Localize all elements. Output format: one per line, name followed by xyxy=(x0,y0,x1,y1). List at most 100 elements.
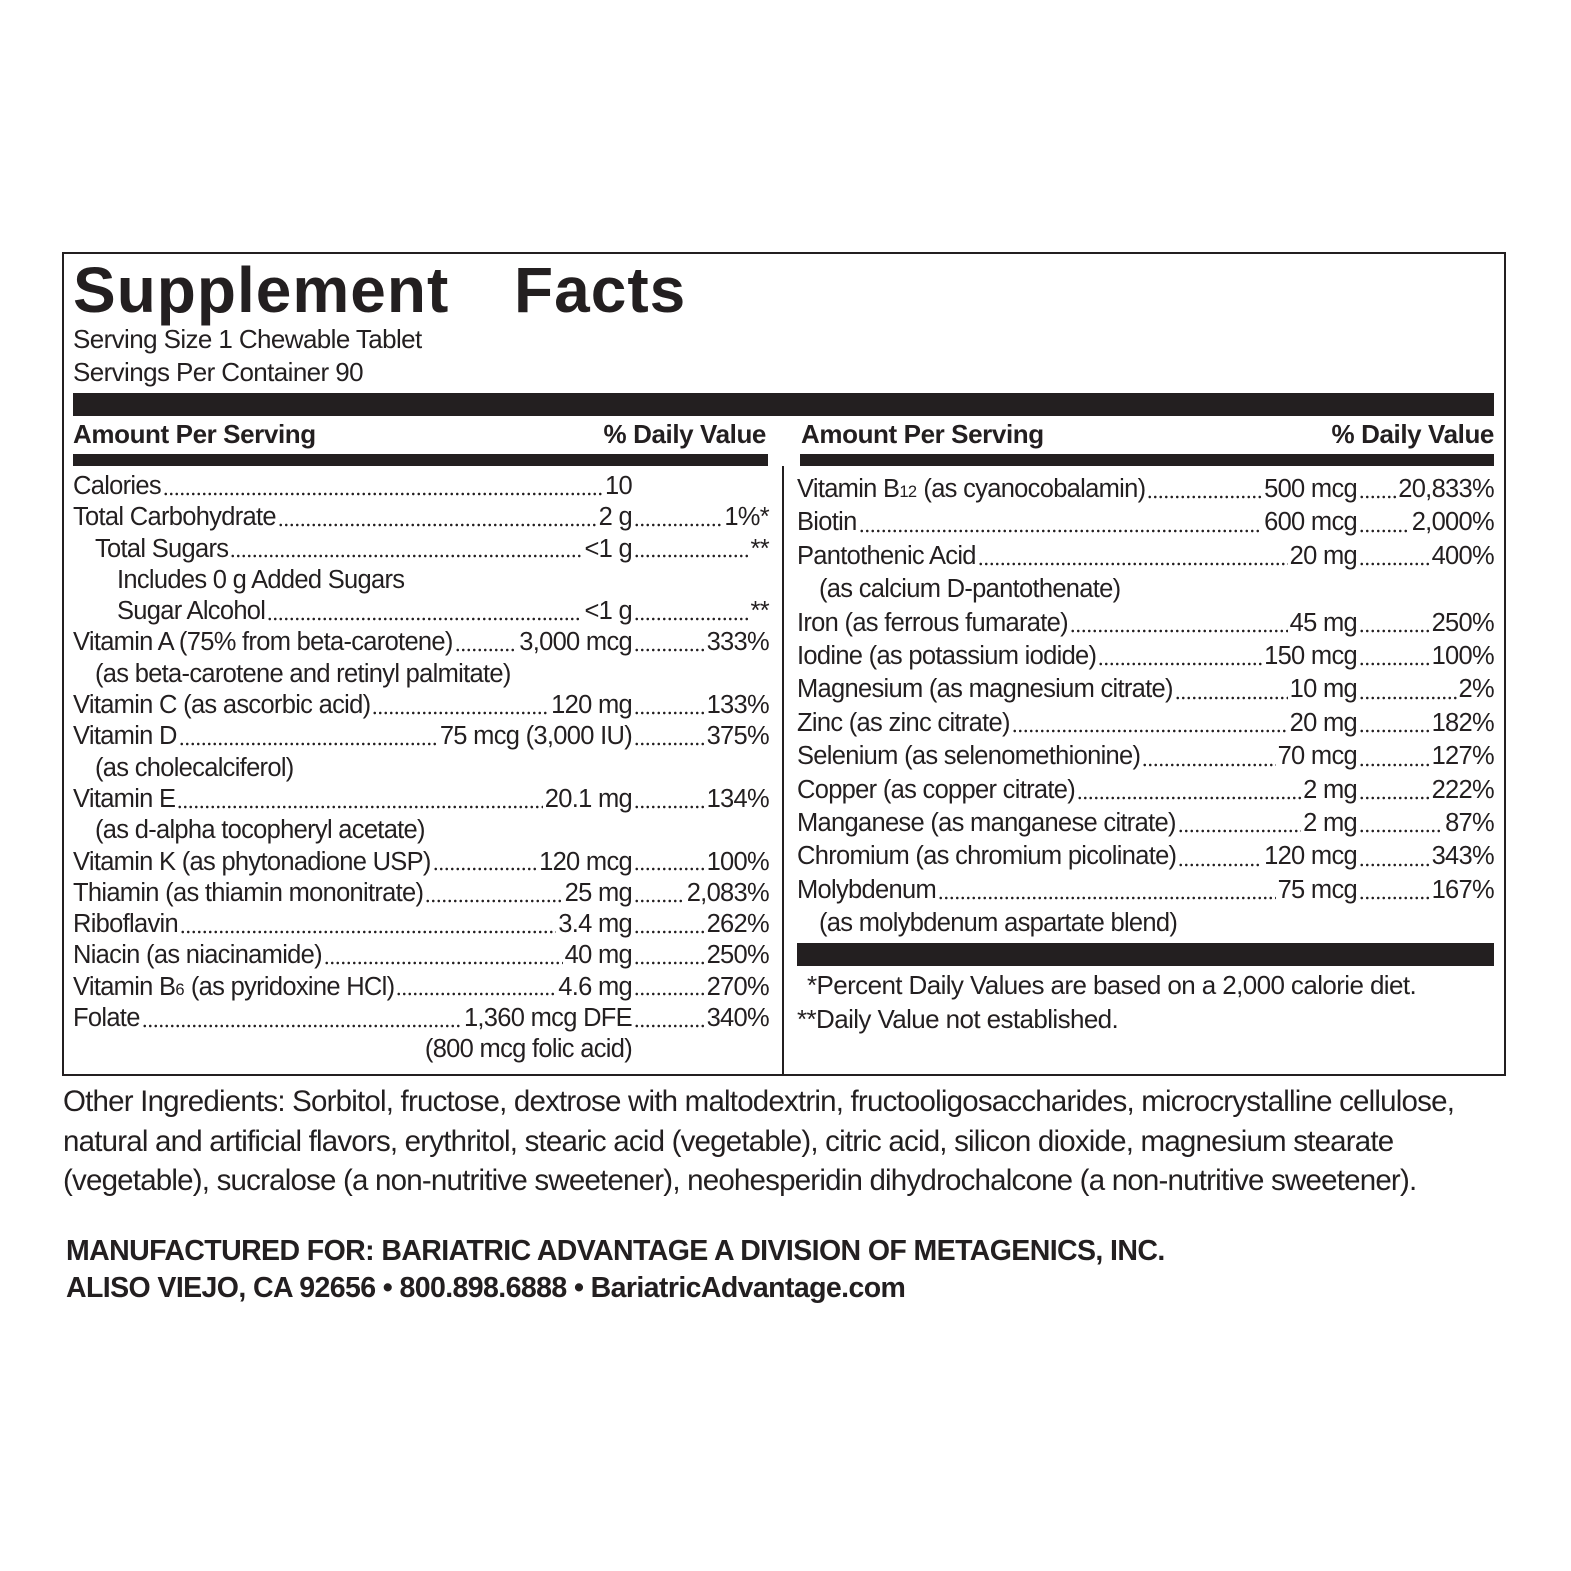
nutrient-name: Vitamin E xyxy=(73,784,176,813)
amount: 4.6 mg xyxy=(558,972,632,1001)
leader xyxy=(267,596,583,628)
amount-cell: Iodine (as potassium iodide) 150 mcg xyxy=(797,640,1358,674)
amount: 120 mg xyxy=(551,691,633,720)
amount-cell: Vitamin A (75% from beta-carotene) 3,000 … xyxy=(73,627,633,659)
leader xyxy=(634,502,723,534)
daily-value: 87% xyxy=(1445,809,1495,838)
leader xyxy=(1359,606,1430,641)
daily-value: 262% xyxy=(706,910,770,939)
nutrient-row: Chromium (as chromium picolinate) 120 mcg… xyxy=(797,840,1495,874)
amount-cell: Sugar Alcohol <1 g xyxy=(73,596,633,628)
nutrient-note: (as calcium D-pantothenate) xyxy=(819,575,1121,604)
amount: 150 mcg xyxy=(1264,642,1358,671)
dv-header: % Daily Value xyxy=(1331,419,1495,449)
nutrient-note: (as cholecalciferol) xyxy=(95,753,294,782)
amount: 120 mcg xyxy=(539,847,633,876)
footnote: *Percent Daily Values are based on a 2,0… xyxy=(807,970,1417,1000)
leader xyxy=(858,506,1263,540)
dv-cell: 250% xyxy=(632,940,770,972)
leader xyxy=(1359,673,1457,707)
leader xyxy=(634,909,705,941)
amount-cell: Biotin 600 mcg xyxy=(797,506,1358,540)
amount: 10 xyxy=(605,472,633,500)
footnote: **Daily Value not established. xyxy=(797,1004,1119,1034)
leader xyxy=(1359,640,1430,674)
amount: <1 g xyxy=(584,597,632,626)
amount: 10 mg xyxy=(1289,675,1358,704)
amount-cell: Vitamin K (as phytonadione USP) 120 mcg xyxy=(73,846,633,878)
amount: 2 mg xyxy=(1303,809,1358,838)
nutrient-row: Vitamin E 20.1 mg 134% xyxy=(73,783,770,816)
nutrient-name: Total Carbohydrate xyxy=(73,503,277,532)
nutrient-name: Riboflavin xyxy=(73,910,179,939)
leader xyxy=(277,502,597,534)
thick-bar xyxy=(73,393,1494,416)
nutrient-row: Copper (as copper citrate) 2 mg 222% xyxy=(797,773,1495,808)
daily-value: ** xyxy=(750,534,770,563)
leader xyxy=(634,533,749,565)
leader xyxy=(634,721,705,753)
nutrient-name: Thiamin (as thiamin mononitrate) xyxy=(73,878,424,907)
dv-cell: 1%* xyxy=(632,502,770,534)
nutrient-source: (as pyridoxine HCl) xyxy=(190,972,395,1001)
nutrient-row: Manganese (as manganese citrate) 2 mg 87% xyxy=(797,807,1495,841)
leader xyxy=(634,940,705,972)
amount: 3.4 mg xyxy=(558,910,632,939)
daily-value: 133% xyxy=(706,691,770,720)
nutrient-row: Vitamin C (as ascorbic acid) 120 mg 133% xyxy=(73,690,770,722)
nutrient-name: Manganese (as manganese citrate) xyxy=(797,809,1176,838)
dv-cell: 134% xyxy=(632,783,770,816)
amount-cell: Copper (as copper citrate) 2 mg xyxy=(797,773,1358,808)
daily-value: 270% xyxy=(706,972,770,1001)
nutrient-row: Sugar Alcohol <1 g ** xyxy=(73,596,770,628)
dv-cell: ** xyxy=(632,533,770,565)
amount-cell: Selenium (as selenomethionine) 70 mcg xyxy=(797,740,1358,774)
right-column: Vitamin B 12 (as cyanocobalamin) 500 mcg 20,… xyxy=(797,473,1495,941)
amount: 20 mg xyxy=(1289,708,1358,737)
amount: 45 mg xyxy=(1289,608,1358,637)
amount-note: (800 mcg folic acid) xyxy=(424,1035,633,1064)
daily-value: 333% xyxy=(706,628,770,657)
daily-value: 2,000% xyxy=(1411,508,1495,537)
amount-cell: Vitamin D 75 mcg (3,000 IU) xyxy=(73,721,633,753)
nutrient-row: Vitamin B 12 (as cyanocobalamin) 500 mcg 20,… xyxy=(797,473,1495,507)
leader xyxy=(1359,773,1430,808)
servings-per-container: Servings Per Container 90 xyxy=(73,357,364,387)
daily-value: 400% xyxy=(1431,541,1495,570)
leader xyxy=(1359,706,1430,741)
amount: 120 mcg xyxy=(1264,842,1358,871)
daily-value: 100% xyxy=(706,847,770,876)
nutrient-row: Iodine (as potassium iodide) 150 mcg 100% xyxy=(797,640,1495,674)
leader xyxy=(1174,673,1288,707)
nutrient-name: Selenium (as selenomethionine) xyxy=(797,742,1141,771)
leader xyxy=(1359,473,1397,507)
nutrient-row: Iron (as ferrous fumarate) 45 mg 250% xyxy=(797,606,1495,641)
dv-cell: 167% xyxy=(1357,873,1495,908)
other-ingredients: Other Ingredients: Sorbitol, fructose, d… xyxy=(63,1085,1455,1197)
leader xyxy=(1177,807,1302,841)
leader xyxy=(1359,873,1430,908)
serving-size: Serving Size 1 Chewable Tablet xyxy=(73,324,422,354)
dv-cell: 127% xyxy=(1357,740,1495,774)
dv-cell: 133% xyxy=(632,690,770,722)
nutrient-note: (as beta-carotene and retinyl palmitate) xyxy=(95,659,511,688)
leader xyxy=(177,783,543,816)
amount-cell: Includes 0 g Added Sugars xyxy=(73,565,632,596)
leader xyxy=(1359,740,1430,774)
dv-cell: 100% xyxy=(1357,640,1495,674)
amount: 40 mg xyxy=(564,941,633,970)
nutrient-name: Iodine (as potassium iodide) xyxy=(797,642,1097,671)
daily-value: 167% xyxy=(1431,875,1495,904)
dv-cell: 222% xyxy=(1357,773,1495,808)
leader xyxy=(323,940,563,972)
leader xyxy=(162,471,604,503)
dv-cell: 182% xyxy=(1357,706,1495,741)
amount-cell: Total Carbohydrate 2 g xyxy=(73,502,633,534)
nutrient-name: Pantothenic Acid xyxy=(797,541,976,570)
nutrient-name: Calories xyxy=(73,472,162,500)
amount-cell: Manganese (as manganese citrate) 2 mg xyxy=(797,807,1358,841)
amount-cell: Vitamin E 20.1 mg xyxy=(73,783,633,816)
nutrient-row: Folate 1,360 mcg DFE 340% xyxy=(73,1003,770,1035)
leader xyxy=(425,877,563,910)
leader xyxy=(178,721,438,753)
